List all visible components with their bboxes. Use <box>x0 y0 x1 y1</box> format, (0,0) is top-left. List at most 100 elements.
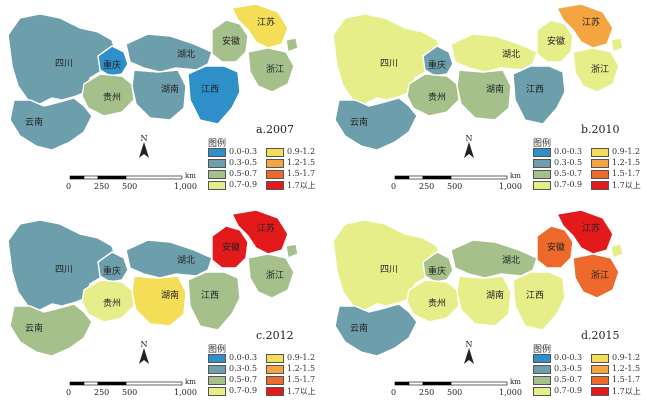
legend-swatch <box>533 181 551 190</box>
legend-label: 1.5-1.7 <box>287 169 316 178</box>
province-label-yunnan: 云南 <box>350 322 368 334</box>
legend-label: 1.7以上 <box>287 181 316 190</box>
legend-label: 0.9-1.2 <box>287 147 316 156</box>
scale-bar <box>69 381 183 386</box>
legend-swatch <box>591 159 609 168</box>
legend-label: 1.2-1.5 <box>287 364 316 373</box>
scale-unit: km <box>510 172 521 180</box>
province-label-jiangxi: 江西 <box>526 290 544 301</box>
legend-label: 1.2-1.5 <box>612 364 641 373</box>
province-label-guizhou: 贵州 <box>428 91 446 103</box>
province-label-guizhou: 贵州 <box>428 297 446 309</box>
legend-swatch <box>533 159 551 168</box>
legend-label: 1.7以上 <box>612 181 641 190</box>
legend-label: 0.3-0.5 <box>554 158 583 167</box>
province-label-yunnan: 云南 <box>350 116 368 128</box>
legend-label: 0.3-0.5 <box>229 158 258 167</box>
province-shanghai <box>610 243 624 259</box>
scale-unit: km <box>185 172 196 180</box>
north-arrow-icon: N <box>139 340 149 364</box>
scale-tick-label: 0 <box>66 388 72 397</box>
panel-title: b.2010 <box>581 123 620 136</box>
province-anhui <box>211 19 249 63</box>
legend-label: 0.7-0.9 <box>229 386 258 395</box>
province-label-jiangsu: 江苏 <box>257 222 275 234</box>
legend-swatch <box>208 181 226 190</box>
province-hunan <box>131 69 187 121</box>
scale-bar <box>394 381 508 386</box>
legend-label: 0.7-0.9 <box>554 180 583 189</box>
map-panel-b: 四川 重庆 湖北 安徽 江苏 浙江 贵州 湖南 江西 云南 N 0 250 500 1,000 km b.201… <box>325 0 650 206</box>
legend-label: 0.0-0.3 <box>229 147 258 156</box>
legend-label: 0.9-1.2 <box>612 147 641 156</box>
province-hubei <box>450 33 538 73</box>
province-label-yunnan: 云南 <box>25 116 43 128</box>
legend-swatch <box>591 354 609 363</box>
province-label-sichuan: 四川 <box>380 265 398 275</box>
legend-label: 1.7以上 <box>612 387 641 396</box>
province-guizhou <box>81 279 135 323</box>
province-yunnan <box>334 303 418 357</box>
province-label-sichuan: 四川 <box>55 265 73 275</box>
province-jiangsu <box>555 209 614 255</box>
province-label-jiangxi: 江西 <box>526 84 544 95</box>
province-label-hunan: 湖南 <box>486 83 504 95</box>
province-shanghai <box>285 37 299 53</box>
scale-tick-label: 250 <box>94 388 110 397</box>
legend-swatch <box>533 148 551 157</box>
province-label-jiangsu: 江苏 <box>582 222 600 234</box>
legend-swatch <box>266 387 284 396</box>
legend-swatch <box>208 365 226 374</box>
legend-swatch <box>266 365 284 374</box>
legend-swatch <box>208 387 226 396</box>
province-label-guizhou: 贵州 <box>103 297 121 309</box>
province-label-jiangxi: 江西 <box>201 84 219 95</box>
province-jiangsu <box>230 3 289 49</box>
province-chongqing <box>97 251 129 283</box>
province-label-hubei: 湖北 <box>502 255 520 266</box>
legend-swatch <box>533 170 551 179</box>
legend-swatch <box>208 159 226 168</box>
legend-label: 1.5-1.7 <box>612 169 641 178</box>
legend-label: 0.5-0.7 <box>229 169 258 178</box>
province-shanghai <box>285 243 299 259</box>
legend-label: 0.0-0.3 <box>554 353 583 362</box>
legend-label: 0.3-0.5 <box>554 364 583 373</box>
legend-swatch <box>591 376 609 385</box>
scale-tick-label: 500 <box>447 388 463 397</box>
legend-swatch <box>591 387 609 396</box>
north-label: N <box>141 134 148 143</box>
panel-title: a.2007 <box>256 123 295 136</box>
scale-bar <box>69 175 183 180</box>
province-label-zhejiang: 浙江 <box>591 269 609 281</box>
legend-label: 1.7以上 <box>287 387 316 396</box>
map-panel-c: 四川 重庆 湖北 安徽 江苏 浙江 贵州 湖南 江西 云南 N 0 250 500 1,000 km c.201… <box>0 206 325 412</box>
legend-label: 0.0-0.3 <box>554 147 583 156</box>
province-jiangsu <box>555 3 614 49</box>
province-yunnan <box>334 97 418 151</box>
north-arrow-icon: N <box>464 134 474 158</box>
legend-label: 0.7-0.9 <box>229 180 258 189</box>
legend-swatch <box>266 354 284 363</box>
province-label-hubei: 湖北 <box>177 49 195 60</box>
legend-title: 图例 <box>208 139 227 149</box>
legend-label: 1.5-1.7 <box>287 375 316 384</box>
province-zhejiang <box>572 47 620 93</box>
province-label-hunan: 湖南 <box>161 83 179 95</box>
legend-swatch <box>266 148 284 157</box>
province-zhejiang <box>247 253 295 299</box>
panel-title: c.2012 <box>256 329 294 342</box>
province-hunan <box>456 69 512 121</box>
legend-label: 0.9-1.2 <box>612 353 641 362</box>
province-jiangxi <box>512 65 566 125</box>
province-label-anhui: 安徽 <box>547 241 565 253</box>
province-anhui <box>536 19 574 63</box>
north-label: N <box>141 340 148 349</box>
province-yunnan <box>9 97 93 151</box>
province-chongqing <box>422 45 454 77</box>
scale-tick-label: 500 <box>447 182 463 191</box>
panel-title: d.2015 <box>581 329 620 342</box>
legend-label: 0.5-0.7 <box>554 375 583 384</box>
scale-tick-label: 0 <box>391 182 397 191</box>
